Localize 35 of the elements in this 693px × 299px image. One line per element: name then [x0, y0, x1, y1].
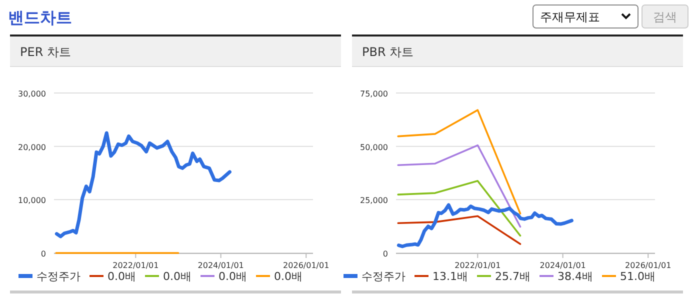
x-tick-label: 2026/01/01 — [625, 261, 672, 270]
legend-label: 0.0배 — [163, 270, 192, 283]
y-tick-label: 20,000 — [18, 142, 46, 152]
y-tick-label: 10,000 — [18, 196, 46, 206]
line-series — [396, 203, 574, 248]
y-tick-label: 0 — [40, 250, 46, 258]
text: 검색 — [653, 10, 677, 24]
legend-label: 38.4배 — [558, 270, 593, 283]
line-series — [397, 109, 522, 214]
line-series — [397, 144, 522, 228]
legend-label: 51.0배 — [620, 270, 656, 283]
y-tick-label: 75,000 — [360, 90, 388, 98]
line-series — [397, 180, 522, 237]
x-tick-label: 2024/01/01 — [198, 261, 244, 270]
x-tick-label: 2022/01/01 — [112, 261, 159, 270]
x-tick-label: 2024/01/01 — [540, 261, 586, 270]
legend-label: 0.0배 — [218, 270, 247, 283]
y-tick-label: 30,000 — [18, 90, 46, 98]
line-series — [54, 131, 232, 238]
text: 주재무제표 — [540, 10, 600, 24]
y-tick-label: 0 — [382, 250, 388, 258]
legend-label: 수정주가 — [362, 270, 406, 283]
line-series — [397, 215, 522, 245]
text: 밴드차트 — [8, 8, 72, 27]
chart-title: PBR 차트 — [362, 45, 414, 59]
x-tick-label: 2022/01/01 — [454, 261, 501, 270]
legend-label: 25.7배 — [495, 270, 530, 283]
chart-title: PER 차트 — [20, 45, 71, 59]
y-tick-label: 50,000 — [360, 142, 388, 152]
y-tick-label: 25,000 — [360, 196, 388, 206]
legend-label: 0.0배 — [274, 270, 302, 283]
legend-label: 수정주가 — [36, 270, 80, 283]
x-tick-label: 2026/01/01 — [283, 261, 330, 270]
legend-label: 0.0배 — [108, 270, 136, 283]
legend-label: 13.1배 — [432, 270, 468, 283]
